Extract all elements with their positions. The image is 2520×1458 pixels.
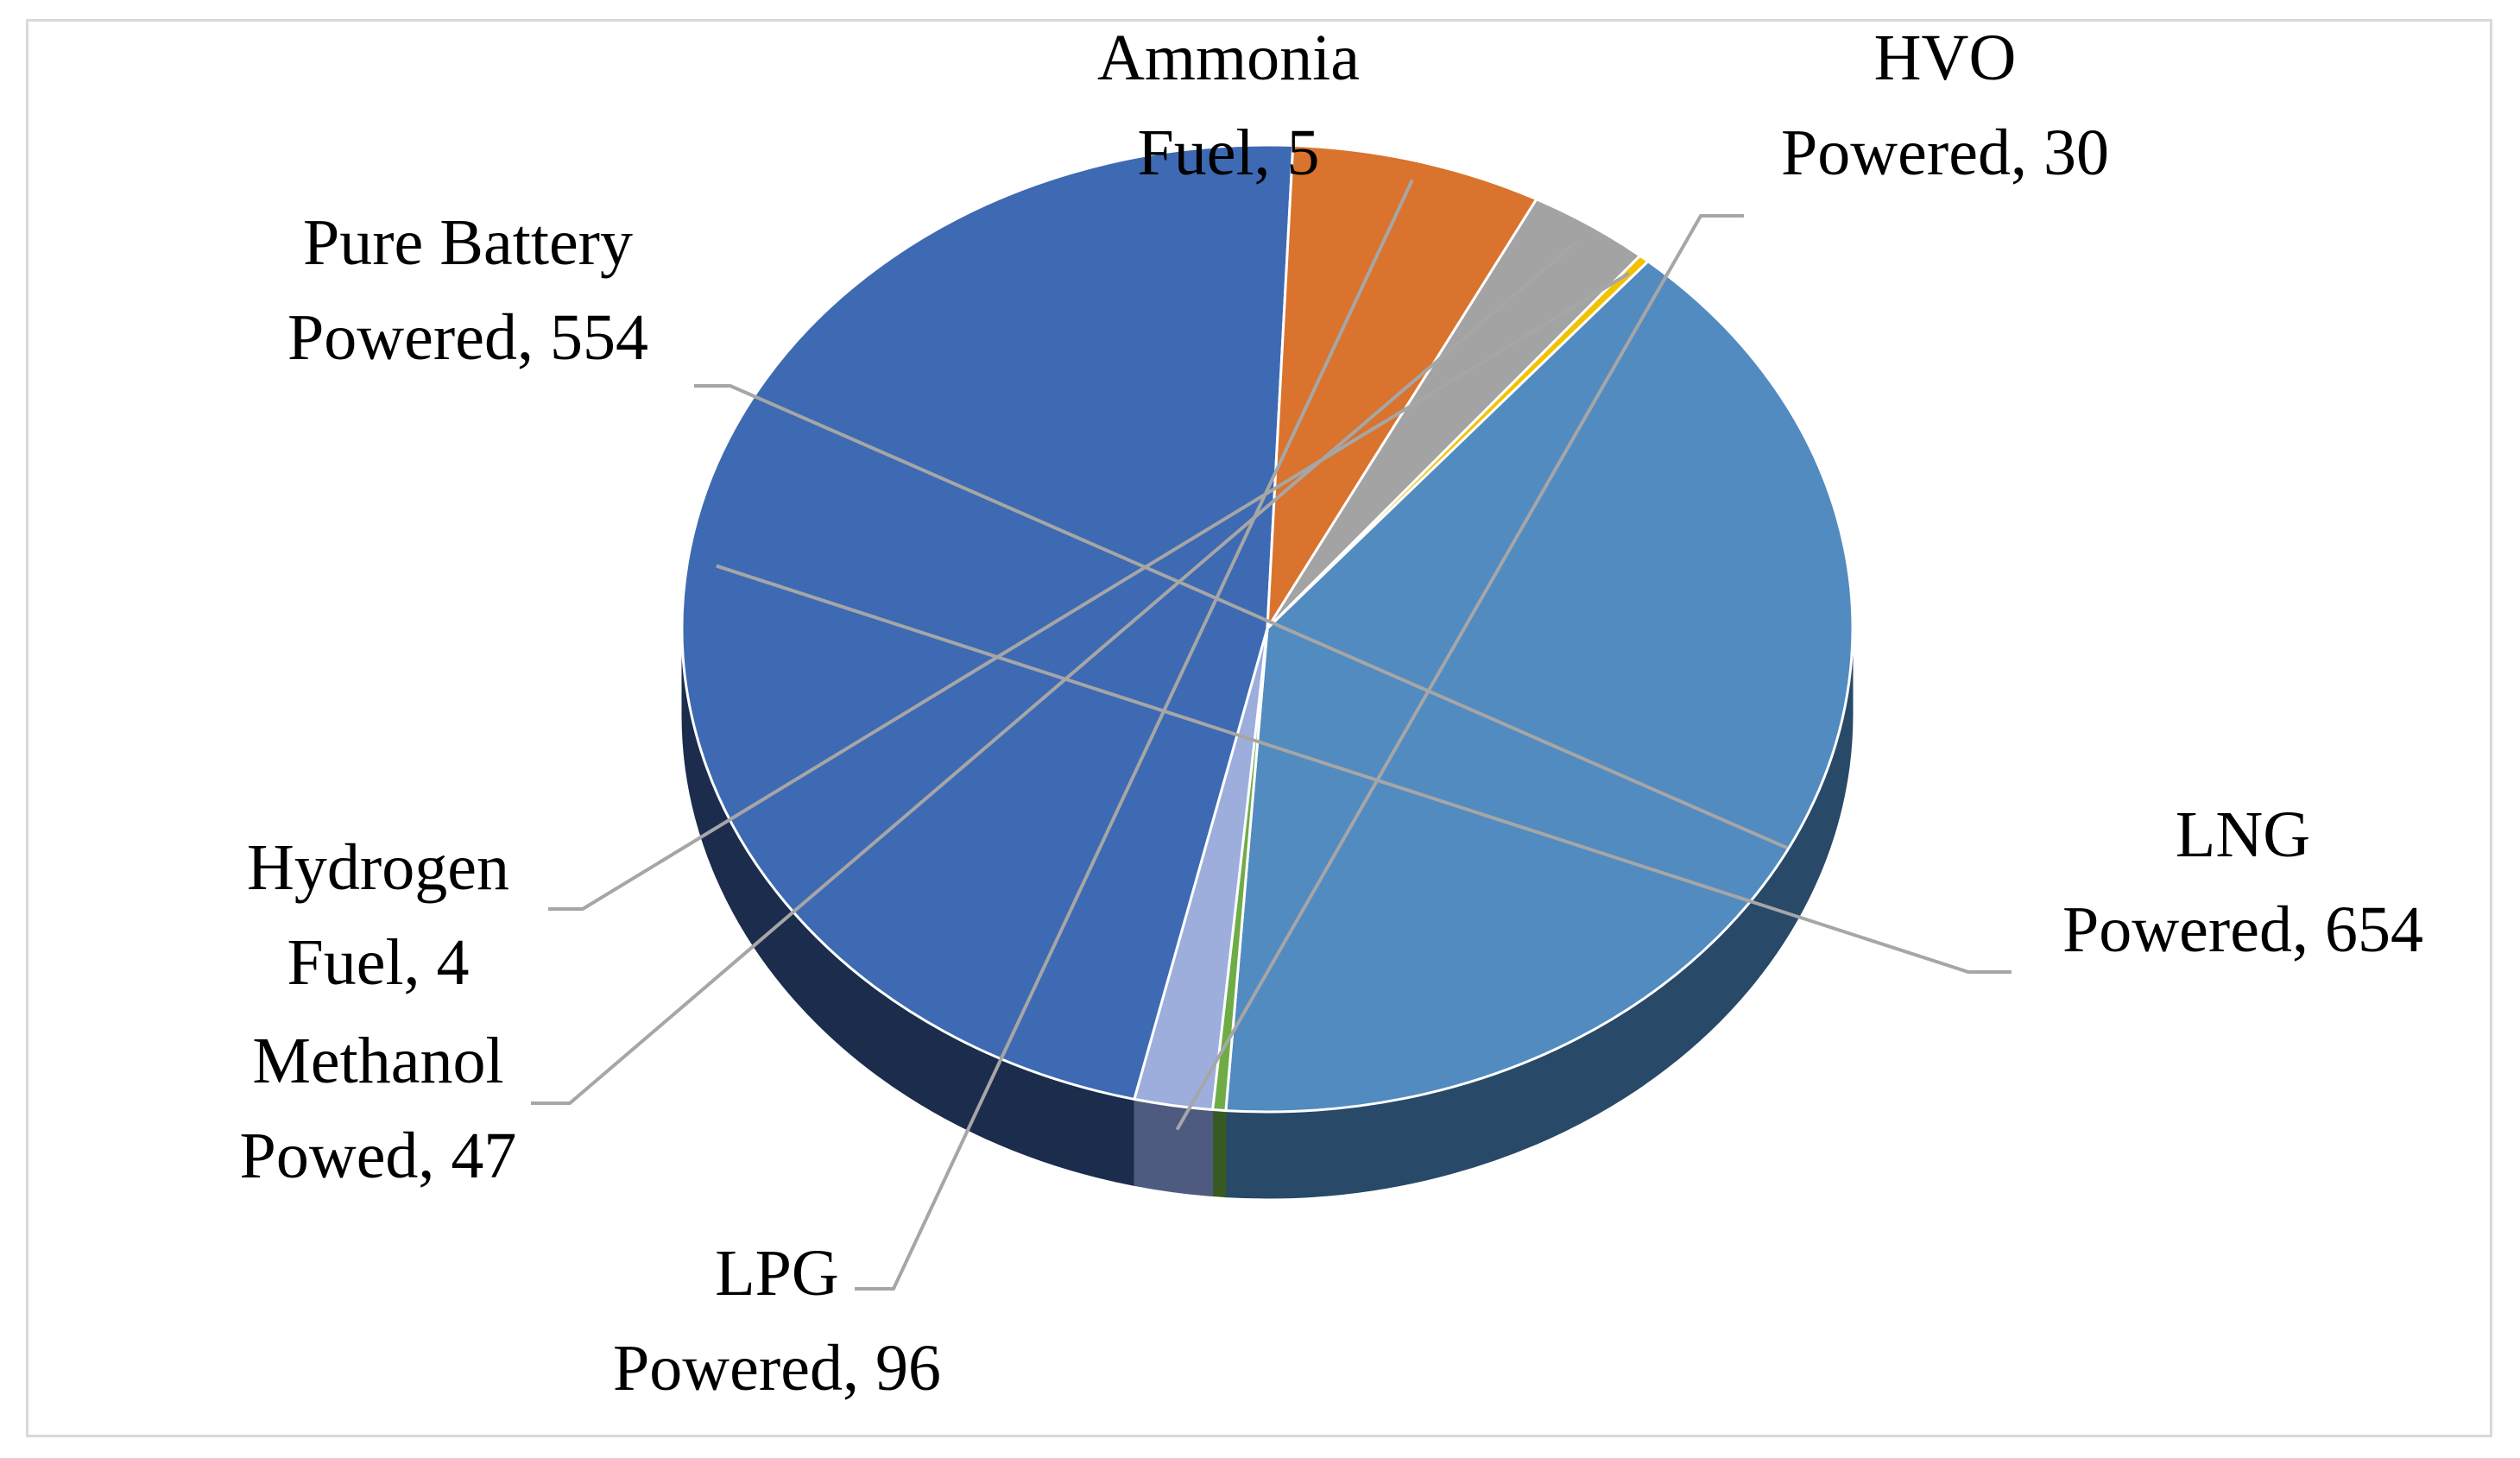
pie-slice-hvo-powered (1133, 627, 1269, 1112)
leader-line-lng-powered (716, 564, 2012, 974)
data-label-lng-powered: LNG Powered, 654 (2062, 798, 2423, 966)
data-label-hydrogen-fuel: Hydrogen Fuel, 4 (247, 831, 509, 999)
pie-slice-lpg-powered (1266, 144, 1538, 630)
pie-slice-lng-powered (680, 143, 1295, 1101)
pie-side-hvo-powered (1134, 1098, 1214, 1197)
leader-line-hydrogen-fuel (548, 271, 1631, 911)
leader-line-pure-battery-powered (694, 384, 1788, 850)
pie-side-ammonia-fuel (1212, 1109, 1227, 1198)
leader-line-methanol-powed (531, 239, 1579, 1105)
leader-line-lpg-powered (855, 179, 1414, 1291)
data-labels: LNG Powered, 654 LPG Powered, 96 Methanol Pow… (240, 22, 2423, 1404)
data-label-pure-battery-powered: Pure Battery Powered, 554 (287, 206, 648, 374)
pie-slice-pure-battery-powered (1224, 260, 1854, 1114)
data-label-methanol-powed: Methanol Powed, 47 (240, 1025, 517, 1192)
leader-line-hvo-powered (1175, 214, 1744, 1131)
pie-slices (680, 143, 1854, 1114)
data-label-hvo-powered: HVO Powered, 30 (1781, 22, 2109, 189)
data-label-ammonia-fuel: Ammonia Fuel, 5 (1097, 22, 1360, 189)
data-label-lpg-powered: LPG Powered, 96 (613, 1237, 941, 1404)
leader-lines (531, 179, 2012, 1291)
